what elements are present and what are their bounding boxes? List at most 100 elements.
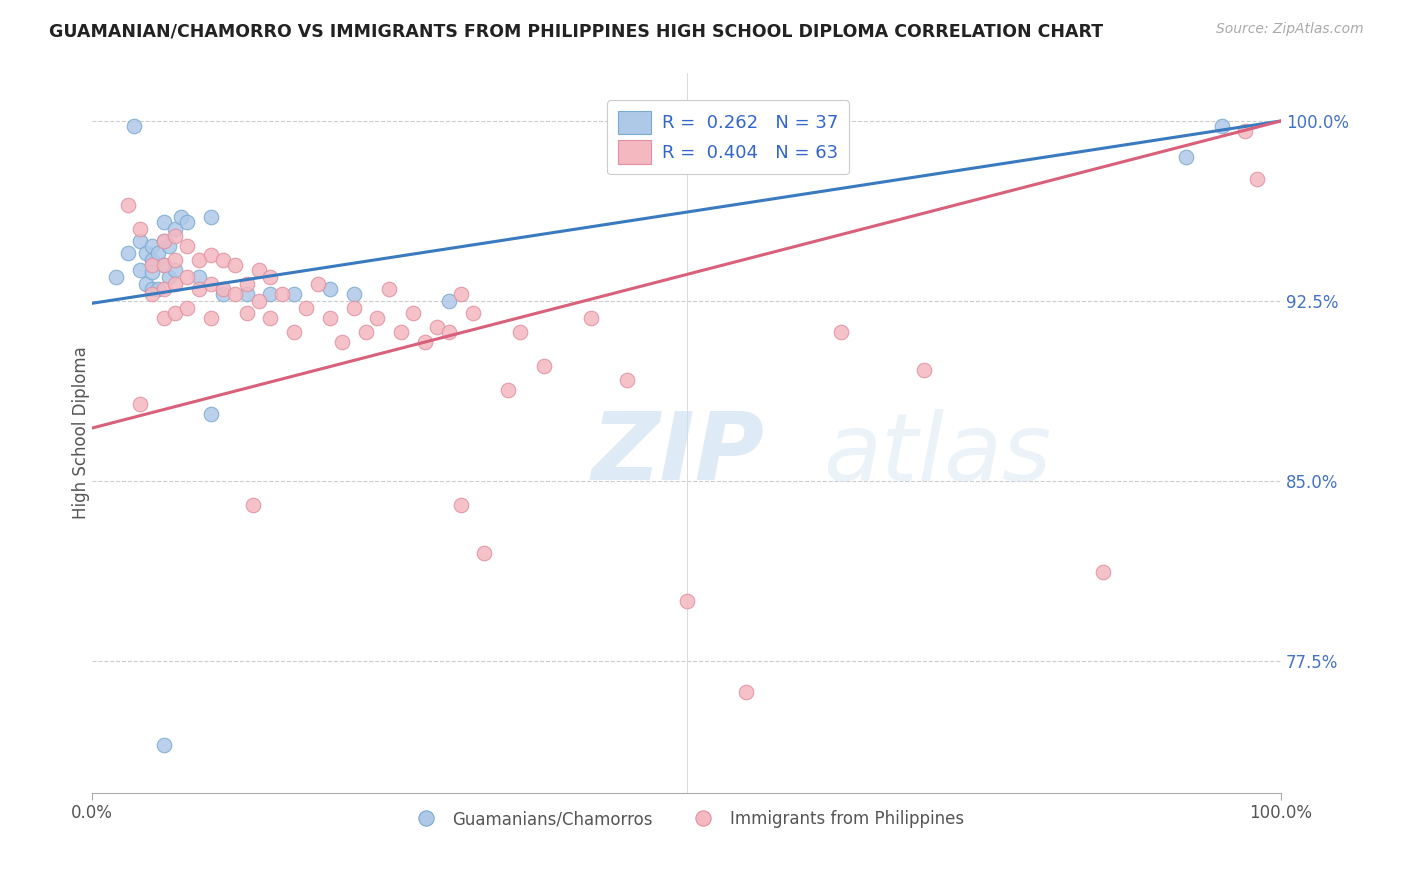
Point [141, 253, 163, 268]
Point [200, 248, 222, 262]
Point [212, 282, 235, 296]
Point [200, 407, 222, 421]
Point [319, 282, 342, 296]
Point [135, 277, 157, 291]
Point [146, 246, 169, 260]
Point [1091, 565, 1114, 579]
Text: ZIP: ZIP [592, 409, 765, 500]
Point [212, 286, 235, 301]
Point [474, 546, 496, 560]
Point [141, 258, 163, 272]
Point [283, 286, 305, 301]
Point [128, 262, 150, 277]
Point [307, 277, 329, 291]
Point [235, 306, 257, 320]
Point [128, 234, 150, 248]
Point [235, 286, 257, 301]
Point [152, 234, 174, 248]
Point [461, 306, 484, 320]
Point [176, 269, 198, 284]
Point [224, 258, 246, 272]
Point [117, 198, 139, 212]
Point [366, 310, 388, 325]
Point [426, 320, 449, 334]
Point [330, 334, 353, 349]
Point [247, 262, 270, 277]
Point [1246, 171, 1268, 186]
Point [117, 246, 139, 260]
Point [200, 310, 222, 325]
Point [224, 286, 246, 301]
Text: atlas: atlas [824, 409, 1052, 500]
Point [152, 738, 174, 752]
Point [152, 215, 174, 229]
Point [450, 286, 472, 301]
Point [437, 293, 460, 308]
Point [283, 325, 305, 339]
Point [378, 282, 401, 296]
Point [176, 215, 198, 229]
Point [141, 265, 163, 279]
Point [165, 262, 187, 277]
Point [271, 286, 294, 301]
Point [509, 325, 531, 339]
Point [1174, 150, 1197, 164]
Point [675, 593, 697, 607]
Point [242, 498, 264, 512]
Point [1211, 119, 1233, 133]
Point [176, 301, 198, 315]
Point [152, 258, 174, 272]
Point [165, 277, 187, 291]
Point [581, 310, 603, 325]
Point [343, 286, 366, 301]
Point [343, 301, 366, 315]
Point [159, 238, 181, 252]
Point [146, 282, 169, 296]
Point [1234, 123, 1257, 137]
Point [122, 119, 145, 133]
Point [104, 269, 127, 284]
Point [259, 286, 281, 301]
Point [159, 269, 181, 284]
Point [165, 222, 187, 236]
Point [165, 253, 187, 268]
Point [413, 334, 436, 349]
Point [152, 234, 174, 248]
Point [354, 325, 377, 339]
Y-axis label: High School Diploma: High School Diploma [72, 346, 90, 519]
Point [235, 277, 257, 291]
Point [135, 246, 157, 260]
Point [176, 238, 198, 252]
Point [295, 301, 318, 315]
Point [152, 282, 174, 296]
Point [212, 253, 235, 268]
Point [794, 150, 817, 164]
Point [141, 286, 163, 301]
Point [128, 397, 150, 411]
Point [259, 310, 281, 325]
Point [188, 253, 211, 268]
Point [200, 210, 222, 224]
Point [818, 137, 841, 152]
Point [259, 269, 281, 284]
Text: GUAMANIAN/CHAMORRO VS IMMIGRANTS FROM PHILIPPINES HIGH SCHOOL DIPLOMA CORRELATIO: GUAMANIAN/CHAMORRO VS IMMIGRANTS FROM PH… [49, 22, 1104, 40]
Point [152, 258, 174, 272]
Point [165, 229, 187, 244]
Point [437, 325, 460, 339]
Text: Source: ZipAtlas.com: Source: ZipAtlas.com [1216, 22, 1364, 37]
Point [735, 685, 758, 699]
Point [128, 222, 150, 236]
Point [165, 306, 187, 320]
Point [533, 359, 555, 373]
Point [389, 325, 412, 339]
Point [319, 310, 342, 325]
Point [152, 310, 174, 325]
Point [496, 383, 519, 397]
Legend: Guamanians/Chamorros, Immigrants from Philippines: Guamanians/Chamorros, Immigrants from Ph… [402, 804, 970, 835]
Point [170, 210, 193, 224]
Point [141, 282, 163, 296]
Point [830, 325, 852, 339]
Point [188, 282, 211, 296]
Point [141, 238, 163, 252]
Point [200, 277, 222, 291]
